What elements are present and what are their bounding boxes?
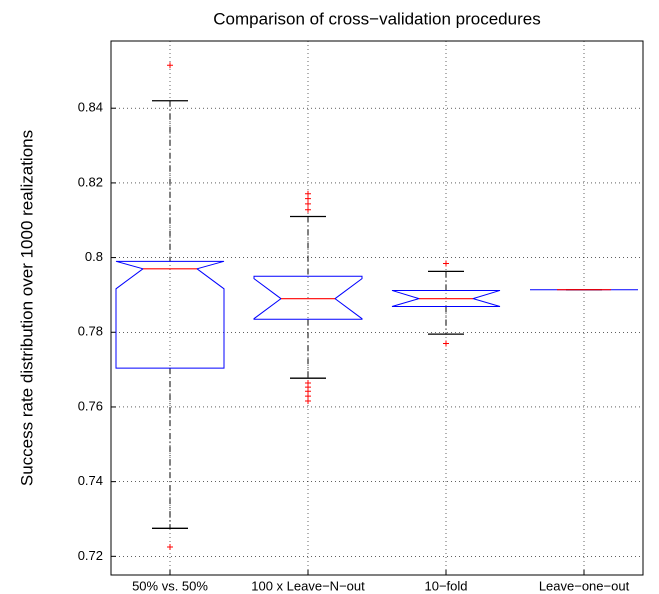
x-tick-label: 50% vs. 50%: [132, 578, 208, 593]
y-tick-label: 0.76: [78, 398, 103, 413]
box: [115, 260, 225, 369]
y-tick-label: 0.72: [78, 548, 103, 563]
y-axis-label: Success rate distribution over 1000 real…: [17, 130, 36, 486]
outlier: [305, 397, 311, 404]
outlier: [305, 195, 311, 202]
outlier: [305, 200, 311, 207]
y-tick-label: 0.82: [78, 174, 103, 189]
chart-title: Comparison of cross−validation procedure…: [213, 9, 540, 28]
outlier: [167, 543, 173, 550]
x-tick-label: Leave−one−out: [539, 578, 630, 593]
box: [253, 275, 363, 320]
y-tick-label: 0.84: [78, 100, 103, 115]
plot-frame: [110, 40, 644, 576]
outlier: [167, 62, 173, 69]
outlier: [443, 340, 449, 347]
y-tick-label: 0.8: [85, 249, 103, 264]
x-tick-label: 100 x Leave−N−out: [251, 578, 365, 593]
y-tick-label: 0.74: [78, 473, 103, 488]
outlier: [305, 206, 311, 213]
y-tick-label: 0.78: [78, 324, 103, 339]
outlier: [443, 260, 449, 267]
x-tick-label: 10−fold: [424, 578, 467, 593]
